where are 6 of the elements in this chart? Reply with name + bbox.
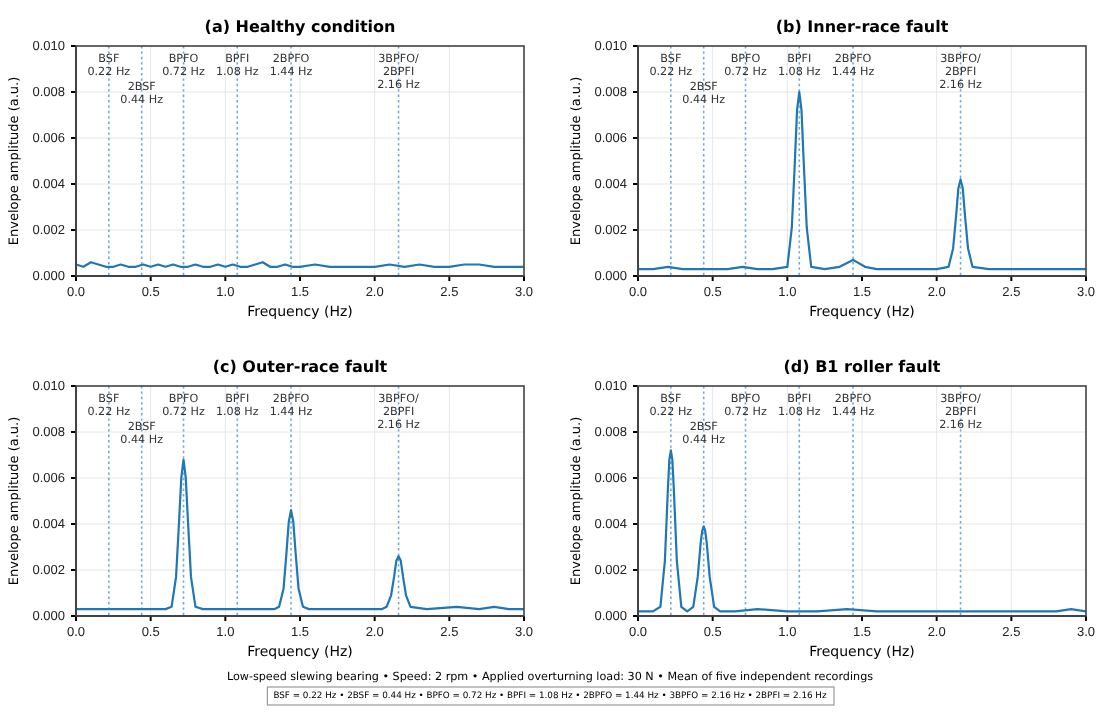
line-series [74, 458, 526, 611]
chart-title: (a) Healthy condition [204, 18, 397, 36]
line-series [636, 90, 1088, 271]
chart-title: (c) Outer-race fault [212, 358, 388, 376]
chart-title: (d) B1 roller fault [783, 358, 941, 376]
chart-title: (b) Inner-race fault [775, 18, 949, 36]
